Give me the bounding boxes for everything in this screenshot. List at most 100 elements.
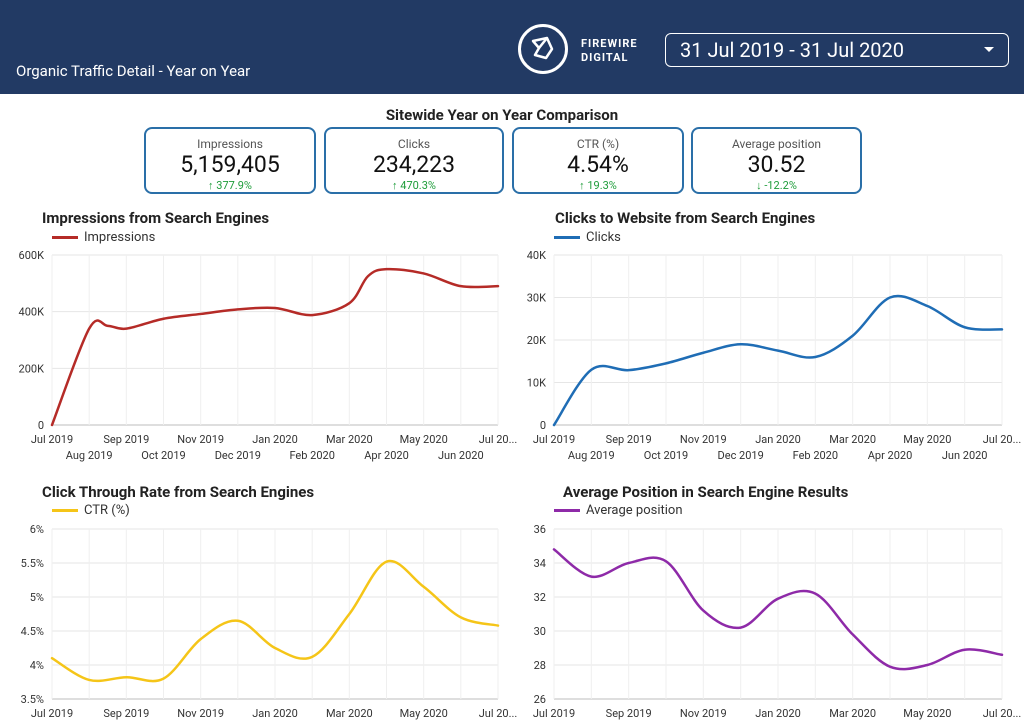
kpi-delta: ↑ 470.3% <box>392 179 436 192</box>
y-tick-label: 200K <box>19 362 45 375</box>
x-tick-label: May 2020 <box>903 433 951 446</box>
section-title: Sitewide Year on Year Comparison <box>385 106 619 124</box>
page-title: Organic Traffic Detail - Year on Year <box>16 62 251 80</box>
x-tick-label: Dec 2019 <box>215 449 261 462</box>
x-tick-label: Nov 2019 <box>680 433 727 446</box>
kpi-label: Average position <box>731 137 822 151</box>
x-tick-label: Jul 2019 <box>533 707 575 720</box>
legend-impressions[interactable]: Impressions <box>52 230 155 245</box>
series-line-impressions <box>50 267 500 427</box>
x-tick-label: Apr 2020 <box>868 449 913 462</box>
x-tick-label: Jul 20... <box>479 707 518 720</box>
y-tick-label: 4.5% <box>21 625 44 638</box>
x-tick-label: Jul 2019 <box>533 433 575 446</box>
x-tick-label: Jan 2020 <box>755 433 801 446</box>
x-tick-label: Sep 2019 <box>103 433 149 446</box>
x-tick-label: Oct 2019 <box>644 449 688 462</box>
y-tick-label: 30K <box>527 292 546 305</box>
chart-average-position: 26 28 30 32 34 36 Jul 2019 Sep 2019 Nov 2019 Jan … <box>533 523 1022 720</box>
x-tick-label: Nov 2019 <box>177 433 224 446</box>
legend-label: CTR (%) <box>84 503 130 518</box>
series-line-clicks <box>552 294 1004 427</box>
logo-text-line-2: DIGITAL <box>581 51 629 64</box>
chart-clicks: 0 10K 20K 30K 40K Jul 2019 Sep 2019 Nov 2019 Jan… <box>527 249 1022 462</box>
logo-text-line-1: FIREWIRE <box>581 37 638 50</box>
kpi-label: CTR (%) <box>576 137 620 151</box>
series-line-average-position <box>552 548 1004 671</box>
legend-swatch <box>52 509 78 512</box>
x-tick-label: Jul 2019 <box>31 433 73 446</box>
legend-swatch <box>52 236 78 239</box>
kpi-label: Clicks <box>397 137 431 151</box>
x-tick-label: Dec 2019 <box>718 449 764 462</box>
legend-swatch <box>554 509 580 512</box>
date-range-value: 31 Jul 2019 - 31 Jul 2020 <box>680 38 905 62</box>
kpi-value: 234,223 <box>372 151 456 178</box>
x-tick-label: Sep 2019 <box>103 707 149 720</box>
kpi-delta: ↓ -12.2% <box>756 179 797 192</box>
legend-average-position[interactable]: Average position <box>554 503 683 518</box>
x-tick-label: Sep 2019 <box>606 707 652 720</box>
legend-ctr[interactable]: CTR (%) <box>52 503 130 518</box>
chart-title-clicks: Clicks to Website from Search Engines <box>555 209 816 227</box>
y-tick-label: 10K <box>527 377 546 390</box>
chart-title-impressions: Impressions from Search Engines <box>42 209 270 227</box>
x-tick-label: Jan 2020 <box>755 707 801 720</box>
x-tick-label: Jun 2020 <box>438 449 484 462</box>
x-tick-label: Jul 2019 <box>31 707 73 720</box>
header-bar: Organic Traffic Detail - Year on Year FI… <box>0 0 1024 94</box>
date-range-picker[interactable]: 31 Jul 2019 - 31 Jul 2020 <box>665 33 1009 67</box>
x-tick-label: Feb 2020 <box>793 449 838 462</box>
y-tick-label: 3.5% <box>21 693 44 706</box>
y-tick-label: 28 <box>534 659 546 672</box>
x-tick-label: Oct 2019 <box>141 449 185 462</box>
x-tick-label: Mar 2020 <box>326 707 373 720</box>
x-tick-label: Jan 2020 <box>252 433 298 446</box>
x-tick-label: May 2020 <box>400 707 448 720</box>
x-tick-label: Nov 2019 <box>177 707 224 720</box>
x-tick-label: May 2020 <box>903 707 951 720</box>
y-tick-label: 400K <box>19 306 45 319</box>
y-tick-label: 5.5% <box>21 557 44 570</box>
x-tick-label: Jul 20... <box>983 433 1022 446</box>
kpi-delta: ↑ 377.9% <box>208 179 252 192</box>
chart-title-average-position: Average Position in Search Engine Result… <box>563 483 849 501</box>
kpi-value: 5,159,405 <box>180 151 280 178</box>
x-tick-label: Jun 2020 <box>942 449 988 462</box>
x-tick-label: Sep 2019 <box>606 433 652 446</box>
y-tick-label: 30 <box>534 625 546 638</box>
x-tick-label: Mar 2020 <box>326 433 373 446</box>
y-tick-label: 34 <box>534 557 546 570</box>
kpi-card-average-position: Average position 30.52 ↓ -12.2% <box>691 127 862 194</box>
y-tick-label: 40K <box>527 249 546 262</box>
y-tick-label: 36 <box>534 523 546 536</box>
x-tick-label: Mar 2020 <box>829 707 876 720</box>
legend-label: Clicks <box>586 230 621 245</box>
kpi-value: 4.54% <box>567 151 629 178</box>
y-tick-label: 20K <box>527 334 546 347</box>
x-tick-label: May 2020 <box>400 433 448 446</box>
legend-swatch <box>554 236 580 239</box>
kpi-card-impressions: Impressions 5,159,405 ↑ 377.9% <box>144 127 316 194</box>
kpi-value: 30.52 <box>747 151 806 178</box>
x-tick-label: Aug 2019 <box>568 449 615 462</box>
y-tick-label: 0 <box>38 419 44 432</box>
legend-label: Average position <box>586 503 683 518</box>
logo-text: FIREWIRE DIGITAL <box>581 37 638 65</box>
y-tick-label: 4% <box>30 659 44 672</box>
kpi-card-clicks: Clicks 234,223 ↑ 470.3% <box>324 127 504 194</box>
x-tick-label: Aug 2019 <box>66 449 113 462</box>
kpi-delta: ↑ 19.3% <box>579 179 617 192</box>
y-tick-label: 32 <box>534 591 546 604</box>
y-tick-label: 600K <box>19 249 45 262</box>
y-tick-label: 6% <box>30 523 44 536</box>
chevron-down-icon <box>984 47 994 52</box>
y-tick-label: 26 <box>534 693 546 706</box>
series-line-ctr <box>50 559 500 683</box>
y-tick-label: 0 <box>540 419 546 432</box>
kpi-card-ctr: CTR (%) 4.54% ↑ 19.3% <box>512 127 684 194</box>
x-tick-label: Mar 2020 <box>829 433 876 446</box>
legend-clicks[interactable]: Clicks <box>554 230 621 245</box>
chart-ctr: 3.5% 4% 4.5% 5% 5.5% 6% Jul 2019 Sep 2019 Nov 20… <box>21 523 518 720</box>
logo-icon <box>518 24 568 74</box>
